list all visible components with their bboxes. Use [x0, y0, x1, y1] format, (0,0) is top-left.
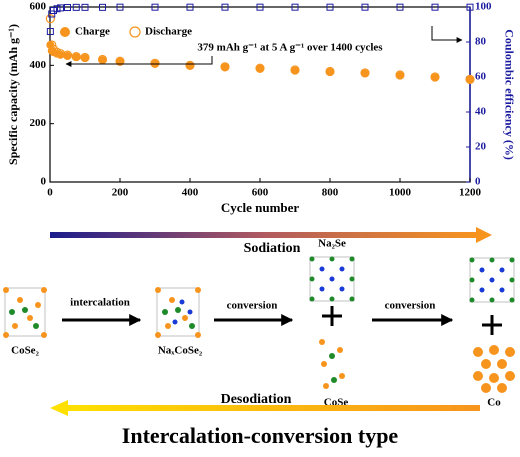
diagram: Sodiation intercalation conv — [3, 227, 515, 448]
ce-point — [396, 3, 404, 11]
desodiation-label: Desodiation — [221, 392, 292, 407]
y-tick-label: 600 — [30, 1, 47, 13]
charge-point — [81, 54, 89, 63]
ce-point — [72, 3, 80, 11]
discharge-point — [290, 65, 300, 75]
y2-tick-label: 40 — [475, 106, 487, 118]
charge-point — [256, 64, 264, 73]
discharge-point — [255, 63, 265, 73]
discharge-point — [80, 52, 90, 63]
y2-tick-label: 100 — [475, 1, 492, 13]
x-tick-label: 0 — [47, 187, 53, 199]
discharge-point — [395, 70, 405, 80]
charge-point — [466, 75, 474, 84]
ce-point — [326, 3, 334, 11]
x-tick-label: 800 — [322, 187, 339, 199]
legend-symbol — [60, 27, 70, 37]
annotation-arrow — [65, 56, 213, 67]
charge-point — [431, 73, 439, 82]
ce-point — [116, 3, 124, 11]
step-label: conversion — [227, 300, 278, 312]
charge-point — [396, 71, 404, 80]
phase-label: NaₓCoSe₂ — [158, 345, 203, 357]
y2-axis-label: Coulombic efficiency (%) — [502, 29, 516, 160]
legend-label: Charge — [75, 26, 110, 38]
annotation-arrow — [431, 26, 463, 43]
phase-label: CoSe₂ — [11, 345, 39, 357]
annotation: 379 mAh g⁻¹ at 5 A g⁻¹ over 1400 cycles — [197, 42, 383, 54]
charge-point — [63, 52, 72, 60]
arrow-head — [476, 227, 492, 243]
ce-point — [46, 28, 54, 35]
step-arrows — [62, 306, 502, 335]
sodiation-arrow — [50, 232, 478, 238]
ce-point — [431, 3, 439, 11]
discharge-point — [430, 72, 440, 82]
desodiation-arrow — [66, 405, 480, 411]
discharge-point — [360, 68, 370, 78]
charge-point — [221, 63, 229, 72]
ce-point — [57, 4, 64, 12]
discharge-point — [47, 40, 57, 50]
legend-symbol — [129, 26, 141, 38]
discharge-point — [71, 51, 81, 62]
y-tick-label: 0 — [41, 176, 47, 188]
discharge-point — [55, 49, 66, 59]
charge-point — [72, 53, 81, 62]
discharge-point — [45, 14, 55, 24]
ce-point — [64, 4, 71, 12]
discharge-point — [115, 56, 125, 66]
legend-label: Discharge — [145, 26, 192, 38]
plot-frame — [49, 6, 471, 183]
ce-point — [466, 3, 474, 11]
ce-point — [221, 3, 229, 11]
ce-point — [256, 3, 264, 11]
charge-point — [98, 56, 107, 65]
atoms — [3, 256, 515, 393]
ce-point — [81, 3, 89, 11]
step-label: conversion — [385, 300, 436, 312]
discharge-point — [465, 74, 475, 84]
x-axis-label: Cycle number — [221, 200, 300, 215]
y-tick-label: 200 — [30, 117, 47, 129]
y2-tick-label: 80 — [475, 36, 487, 48]
arrow-head — [50, 400, 68, 416]
y2-tick-label: 0 — [475, 176, 481, 188]
x-tick-label: 1200 — [459, 187, 482, 199]
y-tick-label: 400 — [30, 59, 47, 71]
x-tick-label: 600 — [252, 187, 269, 199]
step-label: intercalation — [70, 297, 130, 309]
x-tick-label: 400 — [182, 187, 199, 199]
ce-point — [186, 3, 194, 11]
y2-tick-label: 60 — [475, 71, 487, 83]
charge-point — [326, 68, 334, 77]
x-tick-label: 200 — [112, 187, 129, 199]
y-axis-label: Specific capacity (mAh g⁻¹) — [6, 24, 20, 165]
charge-point — [361, 69, 369, 78]
ce-point — [291, 3, 299, 11]
discharge-point — [220, 62, 230, 72]
discharge-point — [325, 66, 335, 77]
ce-point — [151, 3, 159, 11]
ce-point — [99, 3, 106, 11]
sodiation-label: Sodiation — [244, 241, 301, 256]
diagram-title: Intercalation-conversion type — [122, 423, 399, 448]
phase-label: Co — [487, 397, 501, 409]
chart: 0 200 400 600 800 1000 12000200400600020406080… — [6, 1, 517, 215]
discharge-point — [150, 58, 160, 68]
y2-tick-label: 20 — [475, 141, 487, 153]
discharge-point — [62, 50, 73, 60]
discharge-point — [185, 60, 195, 70]
ce-point — [361, 3, 369, 11]
phase-label: Na₂Se — [318, 238, 346, 250]
charge-point — [291, 66, 299, 75]
x-tick-label: 1000 — [389, 187, 412, 199]
